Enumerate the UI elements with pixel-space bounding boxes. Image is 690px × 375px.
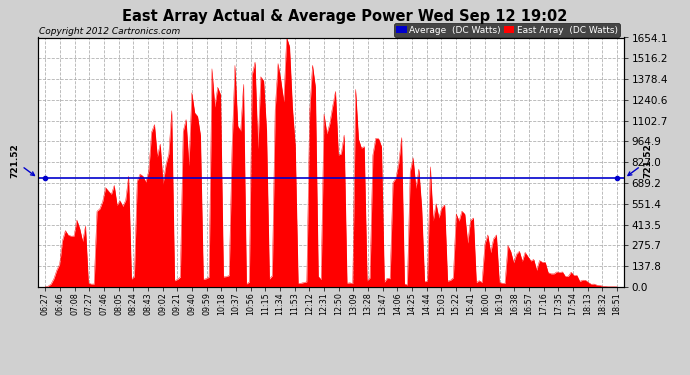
Legend: Average  (DC Watts), East Array  (DC Watts): Average (DC Watts), East Array (DC Watts… [394,23,620,37]
Text: 721.52: 721.52 [628,143,653,178]
Text: East Array Actual & Average Power Wed Sep 12 19:02: East Array Actual & Average Power Wed Se… [122,9,568,24]
Text: Copyright 2012 Cartronics.com: Copyright 2012 Cartronics.com [39,27,180,36]
Text: 721.52: 721.52 [10,143,34,178]
